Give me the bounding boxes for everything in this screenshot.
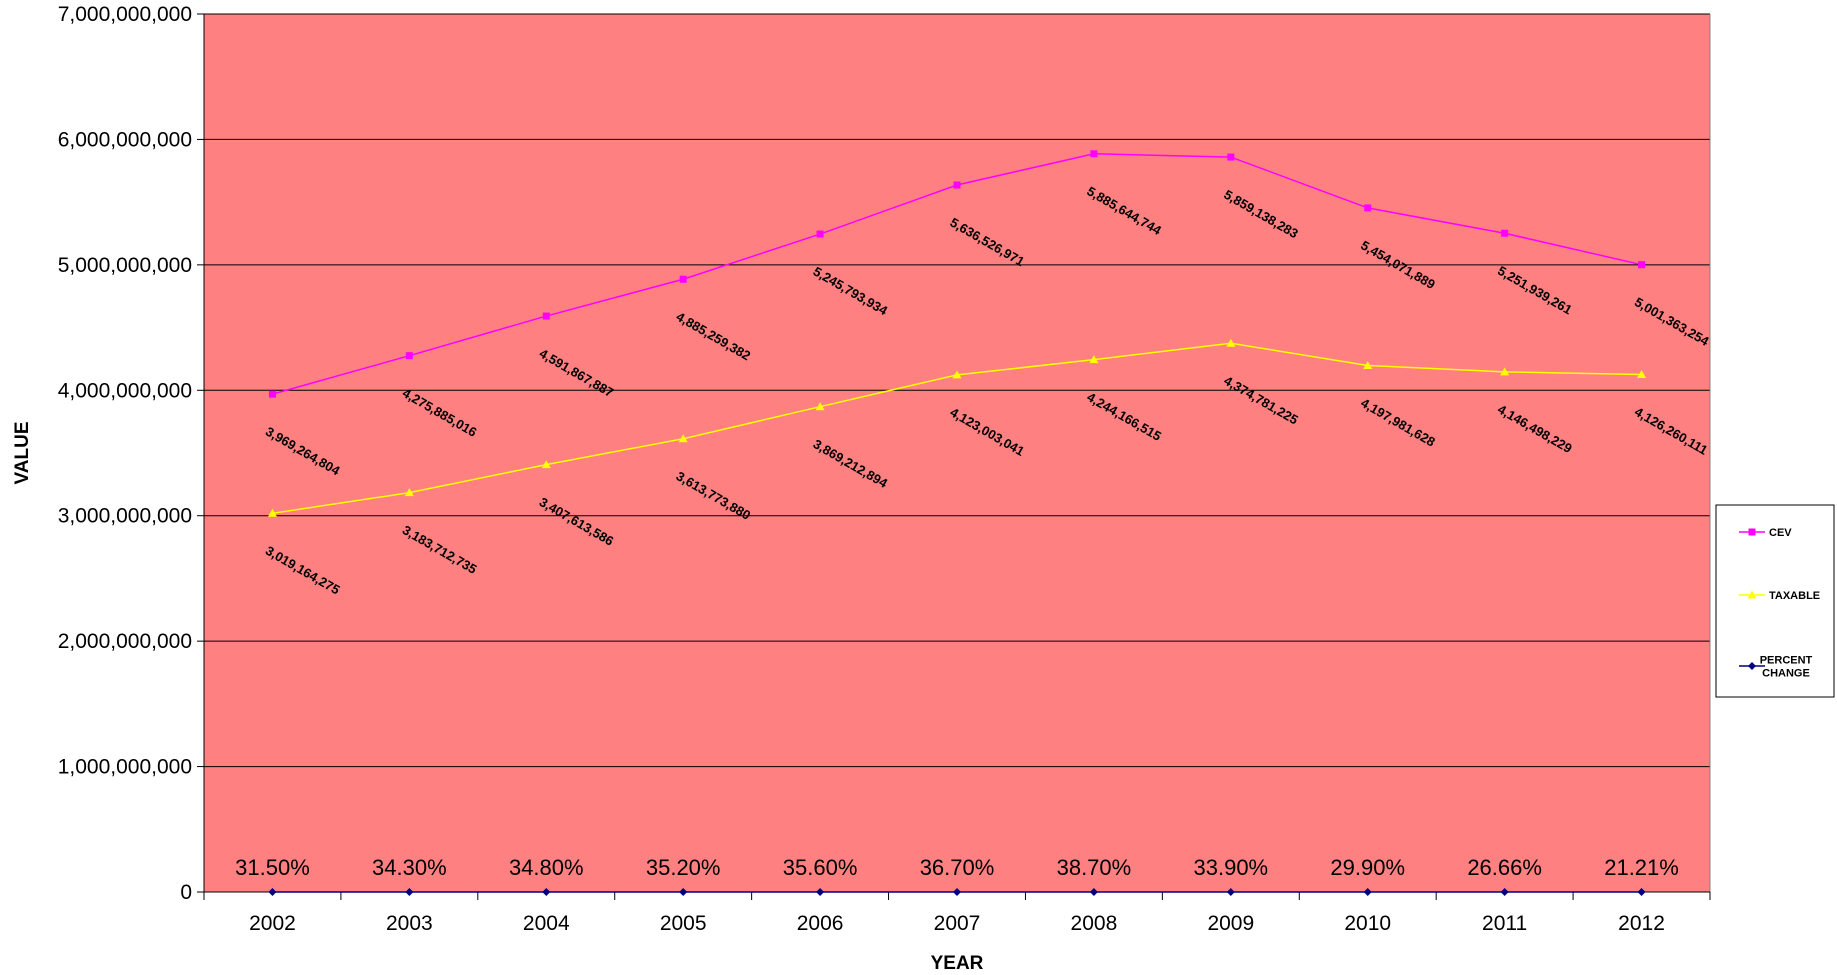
x-tick-label: 2008 (1071, 912, 1118, 935)
series-layer (267, 150, 1647, 896)
data-label: 26.66% (1467, 855, 1542, 880)
data-point (1090, 150, 1098, 158)
data-label: 33.90% (1194, 855, 1269, 880)
x-tick-label: 2010 (1344, 912, 1391, 935)
data-label: 34.80% (509, 855, 584, 880)
data-point (1227, 153, 1235, 161)
series-percent-change (268, 888, 1646, 896)
data-point (952, 370, 962, 379)
data-point (268, 888, 277, 896)
legend-marker (1748, 528, 1756, 536)
data-point (953, 181, 961, 189)
plot-area (204, 14, 1710, 892)
data-point (268, 390, 276, 398)
data-label: 38.70% (1057, 855, 1132, 880)
data-point (679, 888, 688, 896)
x-tick-label: 2005 (660, 912, 707, 935)
data-point (816, 888, 825, 896)
data-point (953, 888, 961, 896)
data-label: 31.50% (235, 855, 310, 880)
data-label: 35.60% (783, 855, 858, 880)
data-label: 35.20% (646, 855, 721, 880)
data-point (405, 352, 413, 360)
series-cev (268, 150, 1646, 398)
data-point (1363, 360, 1373, 369)
data-point (815, 402, 825, 411)
legend-marker (1748, 662, 1756, 670)
series-taxable (267, 338, 1647, 517)
y-tick-label: 1,000,000,000 (58, 756, 192, 779)
data-point (1226, 338, 1236, 347)
data-label: 34.30% (372, 855, 447, 880)
x-tick-label: 2009 (1207, 912, 1254, 935)
data-point (1226, 888, 1235, 896)
legend-box (1715, 504, 1835, 698)
data-point (541, 460, 551, 469)
y-tick-label: 5,000,000,000 (58, 254, 192, 277)
data-label: 29.90% (1330, 855, 1405, 880)
legend-marker (1747, 590, 1757, 599)
data-point (679, 275, 687, 283)
data-point (1089, 355, 1099, 364)
y-tick-label: 4,000,000,000 (58, 379, 192, 402)
legend-item: TAXABLE (1739, 590, 1820, 602)
data-point (1637, 888, 1646, 896)
legend-label: CHANGE (1762, 668, 1810, 680)
data-point (1089, 888, 1098, 896)
data-point (1637, 369, 1647, 378)
data-point (405, 888, 414, 896)
legend-item: CEV (1739, 527, 1792, 539)
data-point (1500, 888, 1509, 896)
y-axis-title: VALUE (12, 422, 33, 485)
data-point (542, 312, 550, 320)
data-label: 21.21% (1604, 855, 1679, 880)
data-point (816, 230, 824, 238)
data-point (404, 488, 414, 497)
y-tick-label: 2,000,000,000 (58, 630, 192, 653)
data-point (1501, 229, 1509, 237)
data-point (1638, 261, 1646, 269)
data-point (678, 434, 688, 443)
y-tick-label: 3,000,000,000 (58, 505, 192, 528)
data-point (267, 508, 277, 517)
y-tick-label: 7,000,000,000 (58, 3, 192, 26)
x-tick-label: 2007 (934, 912, 981, 935)
data-label: 36.70% (920, 855, 995, 880)
data-point (542, 888, 551, 896)
x-tick-label: 2011 (1482, 912, 1527, 935)
x-tick-label: 2003 (386, 912, 433, 935)
data-point (1500, 367, 1510, 376)
legend-label: PERCENT (1760, 655, 1813, 667)
x-tick-label: 2002 (249, 912, 296, 935)
x-tick-labels: 2002 2003 2004 2005 2006 2007 2008 2009 2010 2011… (249, 912, 1665, 935)
x-tick-label: 2004 (523, 912, 570, 935)
data-point (1363, 888, 1372, 896)
legend-label: CEV (1769, 527, 1792, 539)
x-axis-title: YEAR (931, 953, 984, 974)
y-tick-label: 6,000,000,000 (58, 128, 192, 151)
legend-label: TAXABLE (1769, 590, 1820, 602)
y-tick-label: 0 (180, 881, 192, 904)
y-tick-labels: 0 1,000,000,000 2,000,000,000 3,000,000,000… (58, 3, 192, 904)
x-tick-label: 2006 (797, 912, 844, 935)
grid-lines (204, 13, 1710, 768)
data-point (1364, 204, 1372, 212)
x-tick-label: 2012 (1618, 912, 1665, 935)
